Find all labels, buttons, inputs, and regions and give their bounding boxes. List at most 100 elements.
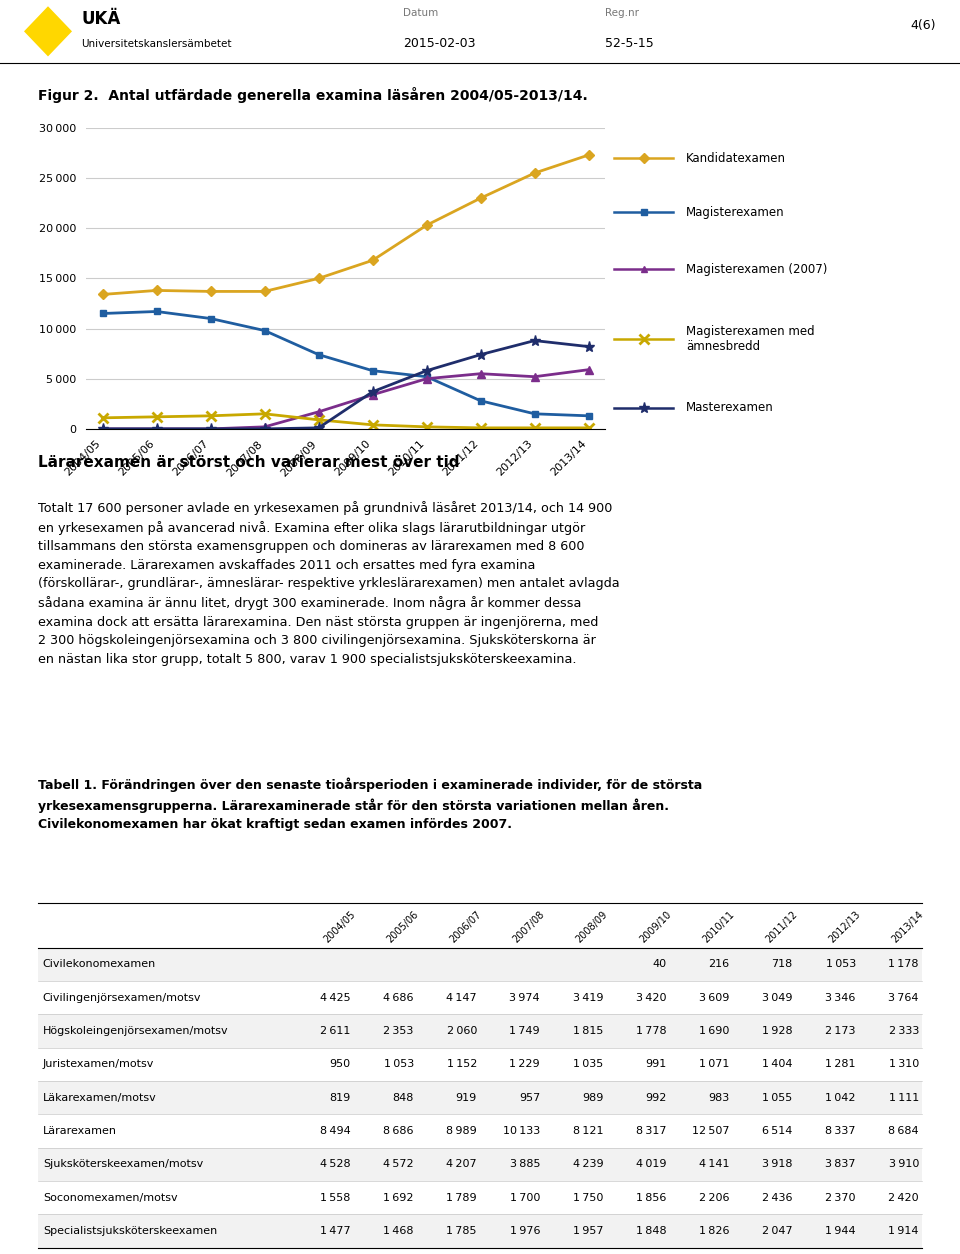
Text: 1 310: 1 310 bbox=[889, 1060, 919, 1070]
Polygon shape bbox=[24, 6, 72, 56]
Text: Lärarexamen är störst och varierar mest över tid: Lärarexamen är störst och varierar mest … bbox=[38, 455, 460, 470]
Text: 992: 992 bbox=[645, 1092, 666, 1102]
Text: 4 147: 4 147 bbox=[446, 993, 477, 1003]
Text: 10 133: 10 133 bbox=[503, 1126, 540, 1136]
Text: 1 281: 1 281 bbox=[826, 1060, 855, 1070]
Text: Reg.nr: Reg.nr bbox=[605, 8, 638, 18]
Text: 2009/10: 2009/10 bbox=[637, 909, 673, 944]
Text: 8 317: 8 317 bbox=[636, 1126, 666, 1136]
Text: 848: 848 bbox=[393, 1092, 414, 1102]
Text: 2 611: 2 611 bbox=[321, 1026, 350, 1036]
Text: 1 815: 1 815 bbox=[573, 1026, 603, 1036]
Text: 4 141: 4 141 bbox=[699, 1160, 730, 1170]
Text: 819: 819 bbox=[329, 1092, 350, 1102]
Text: 8 684: 8 684 bbox=[888, 1126, 919, 1136]
Text: Magisterexamen (2007): Magisterexamen (2007) bbox=[686, 263, 828, 276]
Text: 3 419: 3 419 bbox=[573, 993, 603, 1003]
Text: 3 837: 3 837 bbox=[826, 1160, 855, 1170]
Text: 1 914: 1 914 bbox=[888, 1226, 919, 1236]
Text: 3 609: 3 609 bbox=[699, 993, 730, 1003]
Text: 3 049: 3 049 bbox=[762, 993, 793, 1003]
Text: 4 239: 4 239 bbox=[572, 1160, 603, 1170]
Text: 919: 919 bbox=[456, 1092, 477, 1102]
Text: 950: 950 bbox=[329, 1060, 350, 1070]
Text: 1 778: 1 778 bbox=[636, 1026, 666, 1036]
Text: 8 121: 8 121 bbox=[573, 1126, 603, 1136]
Text: 1 750: 1 750 bbox=[573, 1193, 603, 1203]
Text: Civilingenjörsexamen/motsv: Civilingenjörsexamen/motsv bbox=[43, 993, 202, 1003]
Text: Lärarexamen: Lärarexamen bbox=[43, 1126, 117, 1136]
Text: 3 974: 3 974 bbox=[510, 993, 540, 1003]
Text: 2010/11: 2010/11 bbox=[701, 909, 736, 944]
Text: 1 042: 1 042 bbox=[826, 1092, 855, 1102]
Text: 983: 983 bbox=[708, 1092, 730, 1102]
Text: 2 173: 2 173 bbox=[826, 1026, 855, 1036]
Text: 2006/07: 2006/07 bbox=[448, 909, 484, 944]
Text: 2012/13: 2012/13 bbox=[827, 909, 862, 944]
Text: 1 957: 1 957 bbox=[573, 1226, 603, 1236]
Text: 989: 989 bbox=[582, 1092, 603, 1102]
Text: 2015-02-03: 2015-02-03 bbox=[403, 38, 476, 50]
Text: UKÄ: UKÄ bbox=[82, 10, 121, 28]
Text: 4 572: 4 572 bbox=[383, 1160, 414, 1170]
Bar bbox=[38, 1014, 922, 1047]
Text: 1 700: 1 700 bbox=[510, 1193, 540, 1203]
Bar bbox=[38, 1214, 922, 1248]
Text: 40: 40 bbox=[652, 959, 666, 969]
Text: Totalt 17 600 personer avlade en yrkesexamen på grundnivå läsåret 2013/14, och 1: Totalt 17 600 personer avlade en yrkesex… bbox=[38, 500, 620, 666]
Text: Juristexamen/motsv: Juristexamen/motsv bbox=[43, 1060, 155, 1070]
Text: Specialistsjuksköterskeexamen: Specialistsjuksköterskeexamen bbox=[43, 1226, 217, 1236]
Text: 1 178: 1 178 bbox=[888, 959, 919, 969]
Text: 2 436: 2 436 bbox=[762, 1193, 793, 1203]
Text: 2 420: 2 420 bbox=[888, 1193, 919, 1203]
Text: 1 558: 1 558 bbox=[321, 1193, 350, 1203]
Text: 991: 991 bbox=[645, 1060, 666, 1070]
Bar bbox=[38, 1147, 922, 1181]
Text: 1 468: 1 468 bbox=[383, 1226, 414, 1236]
Text: 52-5-15: 52-5-15 bbox=[605, 38, 654, 50]
Bar bbox=[38, 948, 922, 981]
Text: 1 848: 1 848 bbox=[636, 1226, 666, 1236]
Text: 1 404: 1 404 bbox=[762, 1060, 793, 1070]
Text: 1 071: 1 071 bbox=[699, 1060, 730, 1070]
Text: 2007/08: 2007/08 bbox=[511, 909, 546, 944]
Text: 2 333: 2 333 bbox=[889, 1026, 919, 1036]
Text: Högskoleingenjörsexamen/motsv: Högskoleingenjörsexamen/motsv bbox=[43, 1026, 228, 1036]
Text: 3 420: 3 420 bbox=[636, 993, 666, 1003]
Text: 8 686: 8 686 bbox=[383, 1126, 414, 1136]
Text: 1 928: 1 928 bbox=[762, 1026, 793, 1036]
Text: 216: 216 bbox=[708, 959, 730, 969]
Text: 8 337: 8 337 bbox=[826, 1126, 855, 1136]
Text: Tabell 1. Förändringen över den senaste tioårsperioden i examinerade individer, : Tabell 1. Förändringen över den senaste … bbox=[38, 777, 703, 831]
Text: 4 686: 4 686 bbox=[383, 993, 414, 1003]
Text: 3 885: 3 885 bbox=[510, 1160, 540, 1170]
Text: 3 764: 3 764 bbox=[888, 993, 919, 1003]
Text: 1 229: 1 229 bbox=[510, 1060, 540, 1070]
Text: 1 785: 1 785 bbox=[446, 1226, 477, 1236]
Text: Civilekonomexamen: Civilekonomexamen bbox=[43, 959, 156, 969]
Text: 8 989: 8 989 bbox=[446, 1126, 477, 1136]
Text: 3 918: 3 918 bbox=[762, 1160, 793, 1170]
Text: 1 035: 1 035 bbox=[573, 1060, 603, 1070]
Text: 4 528: 4 528 bbox=[320, 1160, 350, 1170]
Text: 2005/06: 2005/06 bbox=[385, 909, 420, 944]
Text: 1 152: 1 152 bbox=[446, 1060, 477, 1070]
Text: Magisterexamen med
ämnesbredd: Magisterexamen med ämnesbredd bbox=[686, 325, 815, 352]
Text: 4(6): 4(6) bbox=[910, 19, 936, 31]
Text: 1 111: 1 111 bbox=[889, 1092, 919, 1102]
Text: 1 826: 1 826 bbox=[699, 1226, 730, 1236]
Text: 957: 957 bbox=[518, 1092, 540, 1102]
Text: Universitetskanslersämbetet: Universitetskanslersämbetet bbox=[82, 39, 232, 49]
Text: 4 425: 4 425 bbox=[320, 993, 350, 1003]
Text: 8 494: 8 494 bbox=[320, 1126, 350, 1136]
Text: 1 944: 1 944 bbox=[826, 1226, 855, 1236]
Text: 2 370: 2 370 bbox=[826, 1193, 855, 1203]
Text: 1 690: 1 690 bbox=[699, 1026, 730, 1036]
Text: 4 207: 4 207 bbox=[446, 1160, 477, 1170]
Text: 1 055: 1 055 bbox=[762, 1092, 793, 1102]
Text: 2 060: 2 060 bbox=[446, 1026, 477, 1036]
Text: 4 019: 4 019 bbox=[636, 1160, 666, 1170]
Text: 2008/09: 2008/09 bbox=[574, 909, 610, 944]
Text: Magisterexamen: Magisterexamen bbox=[686, 206, 785, 218]
Text: 3 346: 3 346 bbox=[826, 993, 855, 1003]
